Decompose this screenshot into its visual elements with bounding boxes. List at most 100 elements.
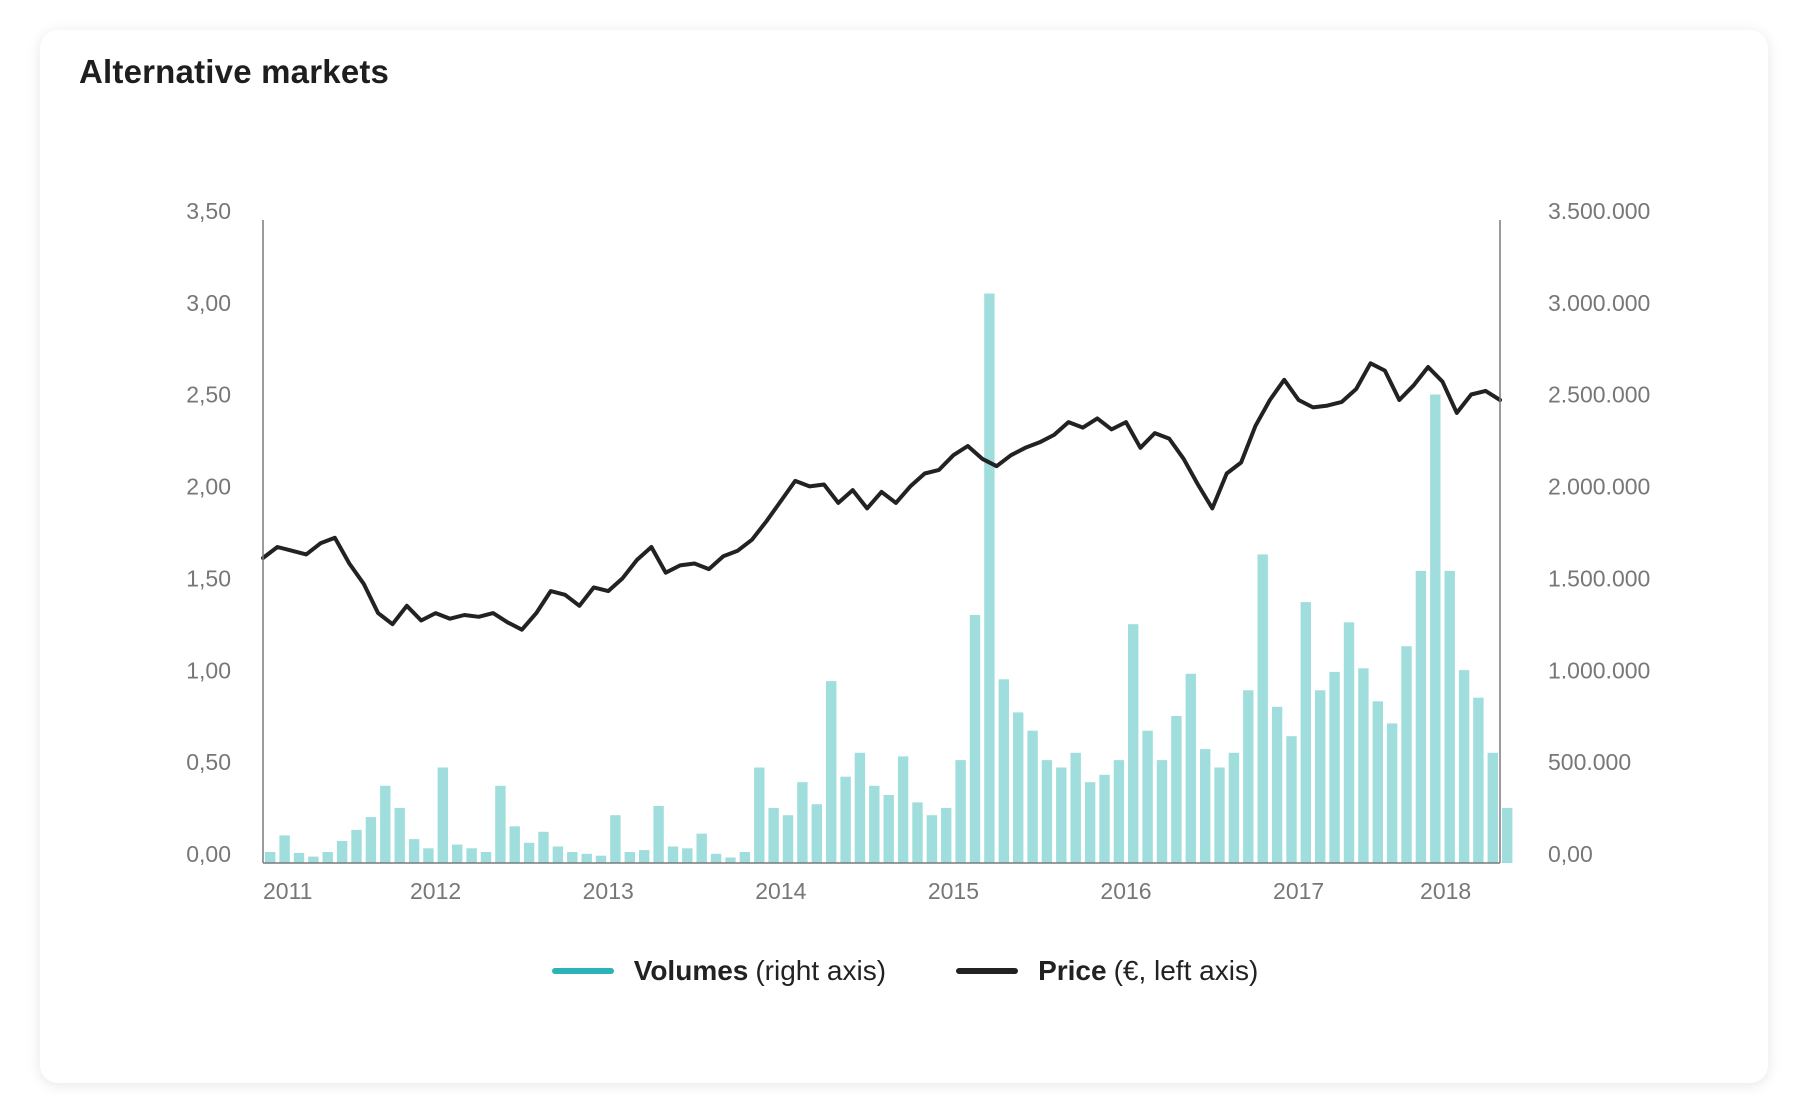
volume-bar: [1084, 782, 1096, 863]
y-right-tick-label: 500.000: [1548, 749, 1631, 775]
volume-bar: [1487, 752, 1498, 863]
volume-bar: [279, 835, 290, 863]
volume-bar: [1372, 701, 1383, 863]
volume-bar: [897, 756, 909, 863]
volume-bar: [682, 848, 693, 863]
tick-labels: 0,00 0,50 1,00 1,50 2,00 2,50 3,00 3,50 0,00 500.…: [186, 198, 1650, 904]
y-right-tick-label: 1.500.000: [1548, 565, 1650, 591]
volume-bar: [969, 615, 981, 863]
volume-bar: [322, 852, 333, 863]
volume-bar: [1113, 760, 1125, 863]
volume-bar: [667, 846, 679, 863]
volume-bar: [365, 817, 377, 863]
legend-volumes-note: (right axis): [755, 955, 887, 986]
volume-bar: [1502, 807, 1513, 863]
volume-bar: [1228, 752, 1240, 863]
volume-bar: [941, 807, 952, 863]
x-tick-label: 2011: [263, 878, 312, 904]
volume-bar: [1027, 730, 1038, 863]
y-left-tick-label: 2,00: [186, 474, 231, 500]
volume-bar: [538, 831, 549, 863]
volume-bar: [351, 829, 362, 863]
volume-bar: [1415, 570, 1427, 863]
volume-bar: [1386, 723, 1398, 863]
volume-bar: [696, 833, 707, 863]
volume-bar: [1315, 690, 1326, 863]
volume-bar: [1156, 760, 1168, 863]
volume-bar: [1013, 712, 1024, 863]
volume-bar: [725, 857, 736, 863]
y-right-tick-label: 2.500.000: [1548, 382, 1650, 408]
y-left-tick-label: 1,00: [186, 657, 231, 683]
volume-bar: [1214, 767, 1225, 863]
volume-bar: [1458, 670, 1470, 863]
x-tick-label: 2015: [928, 878, 979, 904]
volume-bar: [710, 853, 722, 863]
volume-bar: [466, 848, 477, 863]
volume-bar: [336, 841, 348, 863]
y-right-tick-label: 2.000.000: [1548, 474, 1650, 500]
volume-bar: [754, 767, 765, 863]
y-right-tick-label: 0,00: [1548, 841, 1593, 867]
y-right-tick-label: 1.000.000: [1548, 657, 1650, 683]
volume-bar: [1444, 570, 1455, 863]
volume-bar: [840, 776, 851, 863]
price-line-group: [261, 361, 1502, 632]
volume-bar: [509, 826, 520, 863]
legend-price-note: (€, left axis): [1113, 955, 1259, 986]
volume-bar: [1200, 749, 1211, 863]
volume-bar: [869, 785, 880, 863]
x-tick-label: 2012: [410, 878, 461, 904]
volume-bar: [1401, 646, 1412, 863]
y-left-tick-label: 1,50: [186, 565, 231, 591]
volume-bar: [595, 855, 607, 863]
y-left-tick-label: 3,00: [186, 290, 231, 316]
volume-bar: [293, 852, 305, 863]
price-line: [261, 361, 1502, 632]
chart-title: Alternative markets: [79, 53, 390, 90]
volume-bar: [998, 679, 1009, 863]
volume-bar: [826, 681, 837, 863]
volume-bar: [1358, 668, 1369, 863]
volume-bar: [1300, 602, 1311, 863]
volumes-swatch: [551, 968, 614, 974]
volume-bar: [452, 844, 463, 863]
y-right-tick-label: 3.500.000: [1548, 198, 1650, 224]
x-tick-label: 2016: [1100, 878, 1151, 904]
volume-bar: [567, 852, 578, 863]
chart-card: [40, 30, 1768, 1083]
volume-bars: [265, 293, 1513, 863]
volume-bar: [984, 293, 995, 863]
volume-bar: [523, 842, 535, 863]
volume-bar: [926, 815, 938, 863]
legend-price-name: Price: [1038, 955, 1107, 986]
legend-item-price: Price (€, left axis): [956, 955, 1258, 987]
volume-bar: [912, 802, 923, 863]
volume-bar: [552, 846, 564, 863]
axes: [262, 220, 1501, 864]
volume-bar: [1257, 554, 1268, 863]
volume-bar: [380, 785, 391, 863]
y-right-tick-label: 3.000.000: [1548, 290, 1650, 316]
volume-bar: [782, 815, 794, 863]
y-left-tick-label: 0,00: [186, 841, 231, 867]
y-left-tick-label: 2,50: [186, 382, 231, 408]
y-left-tick-label: 3,50: [186, 198, 231, 224]
volume-bar: [1070, 752, 1081, 863]
volume-bar: [797, 782, 808, 863]
volume-bar: [1430, 394, 1441, 863]
volume-bar: [1142, 730, 1153, 863]
volume-bar: [1185, 673, 1196, 863]
y-left-tick-label: 0,50: [186, 749, 231, 775]
volume-bar: [394, 807, 405, 863]
volume-bar: [624, 852, 635, 863]
volume-bar: [437, 767, 448, 863]
volume-bar: [854, 752, 866, 863]
volume-bar: [739, 852, 751, 863]
volume-bar: [495, 785, 506, 863]
volume-bar: [1041, 760, 1053, 863]
legend-item-volumes: Volumes (right axis): [551, 955, 887, 987]
chart-legend: Volumes (right axis) Price (€, left axis…: [0, 955, 1810, 987]
volume-bar: [408, 839, 420, 863]
volume-bar: [653, 806, 664, 863]
